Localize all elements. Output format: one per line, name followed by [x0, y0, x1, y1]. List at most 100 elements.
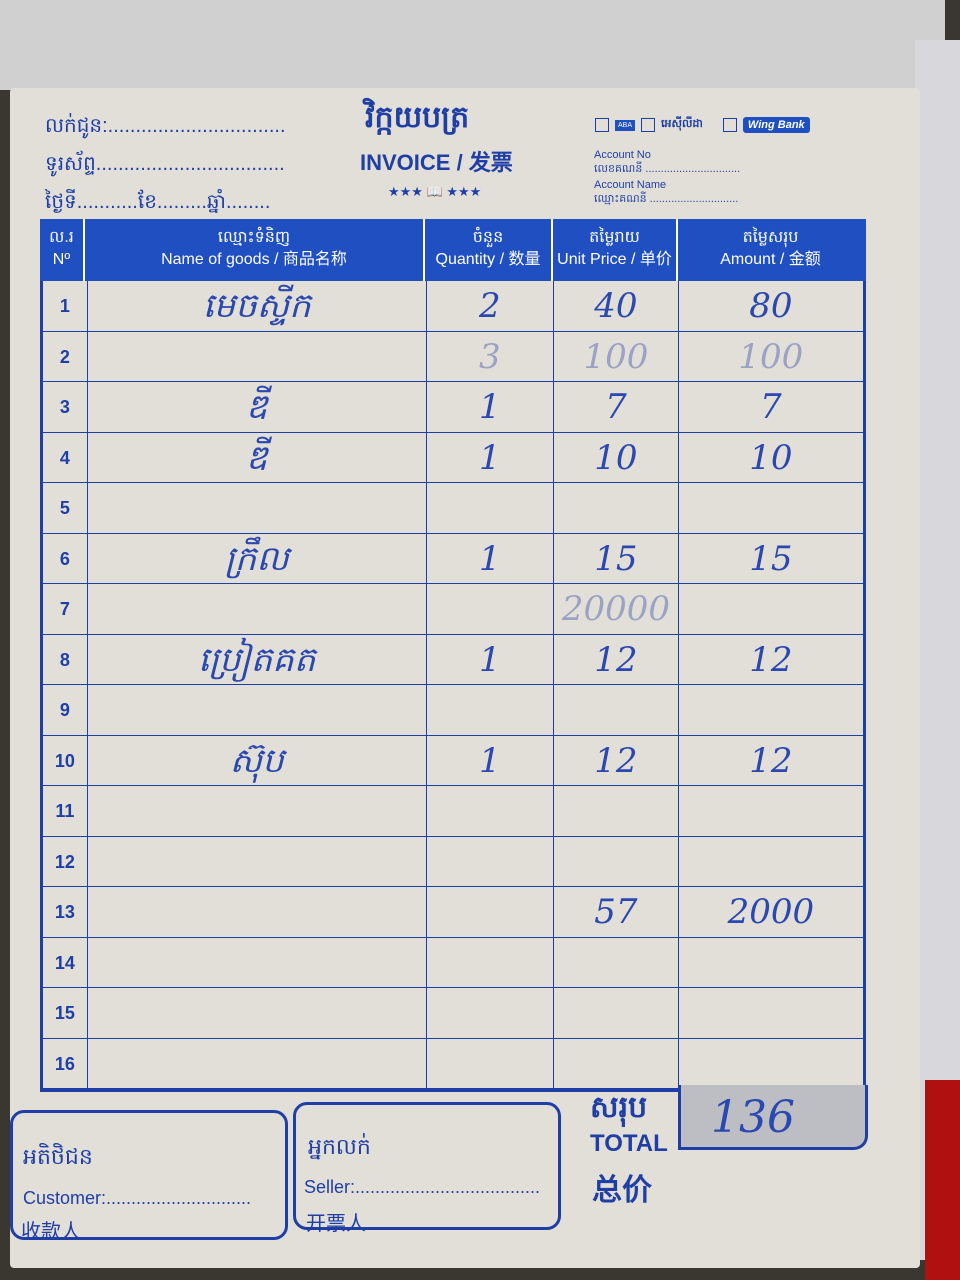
table-row: 5 [43, 483, 863, 534]
item-name: ឌី [88, 432, 427, 482]
item-name [88, 685, 427, 735]
item-unit-price: 12 [554, 634, 679, 684]
col-price: តម្លៃរាយ Unit Price / 单价 [553, 219, 678, 281]
underlying-invoice-page [0, 0, 945, 90]
item-unit-price: 12 [554, 735, 679, 785]
total-km: សរុប [590, 1091, 648, 1124]
item-unit-price: 15 [554, 533, 679, 583]
col-qty: ចំនួន Quantity / 数量 [425, 219, 553, 281]
row-number: 3 [43, 382, 88, 432]
account-name-field: ឈ្មោះគណនី ............................. [594, 193, 739, 205]
seller-zh: 开票人 [306, 1213, 366, 1235]
row-number: 16 [43, 1038, 88, 1088]
row-number: 14 [43, 937, 88, 987]
item-unit-price: 57 [554, 887, 679, 937]
invoice-sheet [10, 88, 920, 1268]
customer-km: អតិថិជន [23, 1144, 93, 1169]
item-name: ឌី [88, 382, 427, 432]
account-no-label: Account No [594, 149, 651, 161]
item-amount [679, 837, 863, 887]
customer-zh: 收款人 [21, 1221, 81, 1243]
row-number: 10 [43, 735, 88, 785]
background-paper [915, 40, 960, 1260]
item-unit-price: 10 [554, 432, 679, 482]
item-quantity [427, 685, 555, 735]
col-no: ល.រ Nº [40, 219, 85, 281]
row-number: 1 [43, 281, 88, 331]
item-amount: 10 [749, 437, 793, 478]
table-row: 13 57 2000 [43, 887, 863, 938]
item-quantity: 2 [427, 281, 555, 331]
table-row: 9 [43, 685, 863, 736]
wing-bank-logo: Wing Bank [742, 117, 810, 133]
row-number: 5 [43, 483, 88, 533]
aba-logo: ABA [615, 119, 636, 131]
item-amount: 12 [749, 639, 793, 680]
col-en: Unit Price / 单价 [557, 251, 672, 268]
item-quantity: 1 [427, 634, 555, 684]
table-row: 3 ឌី 1 7 7 [43, 382, 863, 433]
item-name [88, 836, 427, 886]
table-row: 8 ប្រៀតគត 1 12 12 [43, 634, 863, 685]
table-row: 12 [43, 836, 863, 887]
item-amount: 15 [749, 538, 793, 579]
col-en: Nº [52, 251, 71, 268]
background-object [925, 1080, 960, 1280]
item-unit-price [554, 988, 679, 1038]
col-km: ល.រ [49, 229, 74, 246]
item-name [88, 483, 427, 533]
row-number: 9 [43, 685, 88, 735]
row-number: 2 [43, 331, 88, 381]
checkbox [641, 118, 656, 132]
item-unit-price [554, 786, 679, 836]
item-unit-price [554, 937, 679, 987]
acleda-logo: អេស៊ីលីដា [661, 118, 703, 130]
total-value: 136 [678, 1085, 868, 1150]
book-icon: ★★★ 📖 ★★★ [388, 184, 482, 199]
item-amount [679, 988, 863, 1038]
item-name [88, 331, 427, 381]
item-amount [679, 786, 863, 836]
items-table: 1 មេចស្ទីក 2 40 80 2 3 100 100 3 ឌី 1 7 7 4 ឌី 1 10 10 5 6 ក្… [40, 281, 866, 1092]
account-no-field: លេខគណនី ............................... [594, 163, 741, 175]
row-number: 11 [43, 786, 88, 836]
item-name [88, 988, 427, 1038]
item-unit-price: 20000 [554, 584, 679, 634]
item-amount: 12 [749, 740, 793, 781]
item-name [88, 786, 427, 836]
total-zh: 总价 [592, 1174, 652, 1207]
col-km: តម្លៃសរុប [742, 229, 799, 246]
item-unit-price [554, 836, 679, 886]
item-quantity [427, 937, 555, 987]
item-name [88, 887, 427, 937]
item-quantity: 1 [427, 382, 555, 432]
checkbox [595, 118, 609, 132]
customer-box: អតិថិជន Customer:.......................… [10, 1110, 288, 1243]
item-name: ស៊ុប [88, 735, 427, 785]
table-header: ល.រ Nº ឈ្មោះទំនិញ Name of goods / 商品名称 ចំន… [40, 219, 866, 281]
item-unit-price [554, 483, 679, 533]
row-number: 12 [43, 836, 88, 886]
table-row: 14 [43, 937, 863, 988]
item-unit-price: 40 [554, 281, 679, 331]
title-khmer: វិក្កយបត្រ [365, 101, 470, 134]
item-quantity: 1 [427, 735, 555, 785]
item-amount [679, 584, 863, 634]
customer-signature-field: Customer:............................. [23, 1188, 252, 1208]
bank-options: ABA អេស៊ីលីដា Wing Bank [595, 117, 810, 133]
item-unit-price: 100 [554, 331, 679, 381]
item-unit-price [554, 1038, 679, 1088]
table-row: 11 [43, 786, 863, 837]
table-row: 4 ឌី 1 10 10 [43, 432, 863, 483]
col-km: ឈ្មោះទំនិញ [217, 229, 291, 246]
phone-field: ទូរស័ព្ទ................................… [45, 153, 285, 175]
item-amount [679, 483, 863, 533]
row-number: 15 [43, 988, 88, 1038]
date-field: ថ្ងៃទី...........ខែ.........ឆ្នាំ.......… [45, 191, 271, 213]
col-en: Quantity / 数量 [435, 251, 541, 268]
page-title: INVOICE / 发票 [360, 150, 513, 175]
col-km: ចំនួន [472, 229, 504, 246]
row-number: 6 [43, 533, 88, 583]
col-name: ឈ្មោះទំនិញ Name of goods / 商品名称 [85, 219, 425, 281]
row-number: 13 [43, 887, 88, 937]
